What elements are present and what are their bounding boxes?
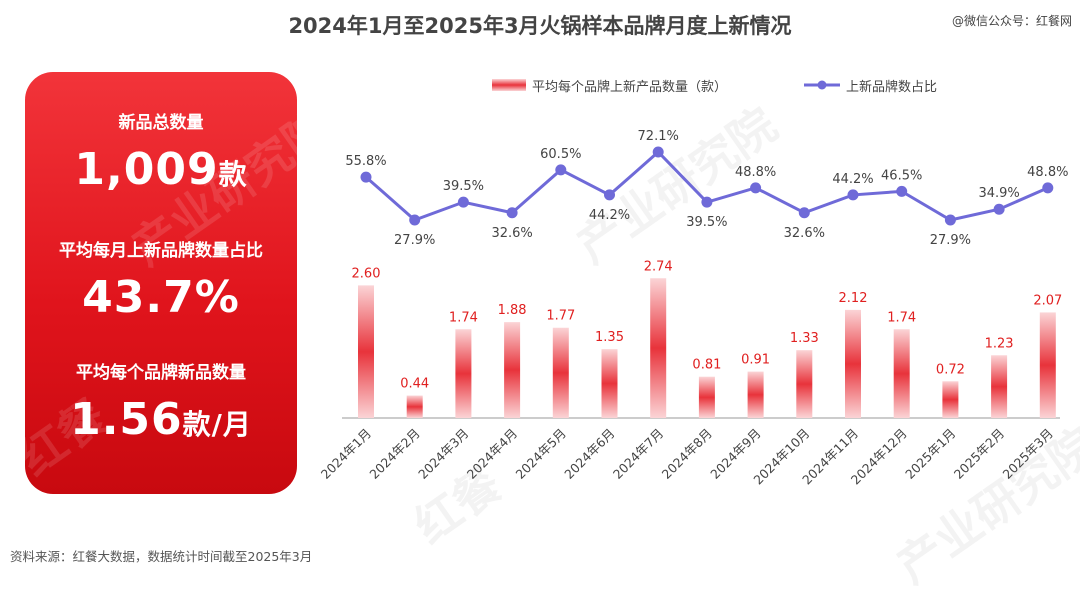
- bar: [406, 395, 423, 418]
- line-point: [993, 203, 1005, 215]
- bar-data-label: 0.72: [936, 362, 965, 377]
- line-data-label: 48.8%: [735, 165, 776, 180]
- bar: [552, 327, 569, 418]
- bar: [893, 329, 910, 418]
- total-value-number: 1,009: [74, 144, 219, 195]
- bar-data-label: 0.81: [692, 358, 721, 373]
- legend-item-bar: 平均每个品牌上新产品数量（款）: [492, 76, 727, 95]
- avg-products-per-brand-label: 平均每个品牌新品数量: [76, 363, 246, 383]
- x-tick-label: 2025年3月: [1000, 426, 1056, 482]
- avg-brand-ratio-value: 43.7%: [82, 272, 240, 323]
- line-data-label: 27.9%: [930, 233, 971, 248]
- line-data-label: 72.1%: [638, 129, 679, 144]
- bar-data-label: 1.33: [790, 331, 819, 346]
- line-point: [457, 196, 469, 208]
- bar: [455, 329, 472, 418]
- x-tick-label: 2024年7月: [610, 426, 666, 482]
- line-point: [1042, 182, 1054, 194]
- bar-data-label: 1.23: [985, 336, 1014, 351]
- total-new-products-value: 1,009款: [25, 144, 297, 195]
- bar: [747, 371, 764, 418]
- bar: [504, 322, 521, 418]
- x-tick-label: 2025年2月: [951, 426, 1007, 482]
- line-point: [944, 214, 956, 226]
- x-tick-label: 2024年5月: [513, 426, 569, 482]
- avg-brand-ratio-label: 平均每月上新品牌数量占比: [59, 241, 263, 261]
- credit-text: @微信公众号：红餐网: [951, 14, 1072, 28]
- x-tick-label: 2025年1月: [902, 426, 958, 482]
- bar: [601, 349, 618, 418]
- line-point: [652, 146, 664, 158]
- chart-title: 2024年1月至2025年3月火锅样本品牌月度上新情况: [288, 14, 792, 38]
- bar: [698, 376, 715, 418]
- line-data-label: 27.9%: [394, 233, 435, 248]
- bar-data-label: 1.77: [546, 309, 575, 324]
- legend-bar-label: 平均每个品牌上新产品数量（款）: [532, 80, 728, 95]
- x-tick-label: 2024年3月: [415, 426, 471, 482]
- bar: [796, 350, 813, 418]
- bar-data-label: 0.91: [741, 353, 770, 368]
- line-point: [409, 214, 421, 226]
- line-data-label: 55.8%: [345, 154, 386, 169]
- bar-data-label: 2.60: [352, 266, 381, 281]
- summary-panel: 产业研究院 红餐 新品总数量 1,009款 平均每月上新品牌数量占比 43.7%…: [10, 72, 341, 494]
- line-point: [896, 185, 908, 197]
- legend-bar-swatch: [492, 79, 526, 91]
- bar: [358, 285, 374, 418]
- x-tick-label: 2024年8月: [659, 426, 715, 482]
- line-data-label: 44.2%: [589, 208, 630, 223]
- bar-data-label: 1.88: [498, 303, 527, 318]
- line-point: [798, 207, 810, 219]
- bar: [1039, 312, 1056, 418]
- avg-value-unit: 款/月: [182, 408, 252, 441]
- bar-data-label: 1.74: [449, 310, 478, 325]
- x-tick-label: 2024年6月: [561, 426, 617, 482]
- bar-data-label: 1.35: [595, 330, 624, 345]
- line-point: [506, 207, 518, 219]
- line-data-label: 39.5%: [686, 215, 727, 230]
- line-data-label: 34.9%: [978, 186, 1019, 201]
- bar: [942, 381, 959, 418]
- x-tick-label: 2024年1月: [318, 426, 374, 482]
- bar-data-label: 2.74: [644, 259, 673, 274]
- combo-chart: 2.60 0.44 1.74 1.88 1.77 1.35 2.74 0.81 0.91 1.33…: [318, 129, 1069, 488]
- bar: [845, 309, 861, 418]
- source-note: 资料来源：红餐大数据，数据统计时间截至2025年3月: [10, 549, 313, 564]
- line-data-label: 60.5%: [540, 147, 581, 162]
- total-value-unit: 款: [218, 158, 248, 191]
- legend-item-line: 上新品牌数占比: [802, 76, 937, 95]
- line-data-label: 44.2%: [832, 172, 873, 187]
- line-data-label: 32.6%: [491, 226, 532, 241]
- bar: [650, 278, 667, 418]
- bar: [991, 355, 1008, 418]
- total-new-products-label: 新品总数量: [118, 113, 204, 133]
- legend-line-label: 上新品牌数占比: [846, 80, 938, 95]
- legend-line-swatch: [804, 80, 840, 90]
- avg-products-per-brand-value: 1.56款/月: [25, 394, 297, 445]
- avg-value-number: 1.56: [70, 394, 183, 445]
- line-point: [847, 189, 859, 201]
- line-data-label: 32.6%: [784, 226, 825, 241]
- line-point: [360, 171, 372, 183]
- line-point: [701, 196, 713, 208]
- line-data-label: 48.8%: [1027, 165, 1068, 180]
- line-data-label: 39.5%: [443, 179, 484, 194]
- bar-data-label: 2.12: [839, 291, 868, 306]
- bar-data-label: 2.07: [1033, 293, 1062, 308]
- x-tick-label: 2024年4月: [464, 426, 520, 482]
- line-data-label: 46.5%: [881, 168, 922, 183]
- bar-data-label: 0.44: [400, 377, 429, 392]
- line-point: [604, 189, 615, 201]
- line-point: [555, 164, 567, 176]
- bar-data-label: 1.74: [887, 310, 916, 325]
- line-point: [750, 182, 762, 194]
- x-tick-label: 2024年2月: [366, 426, 422, 482]
